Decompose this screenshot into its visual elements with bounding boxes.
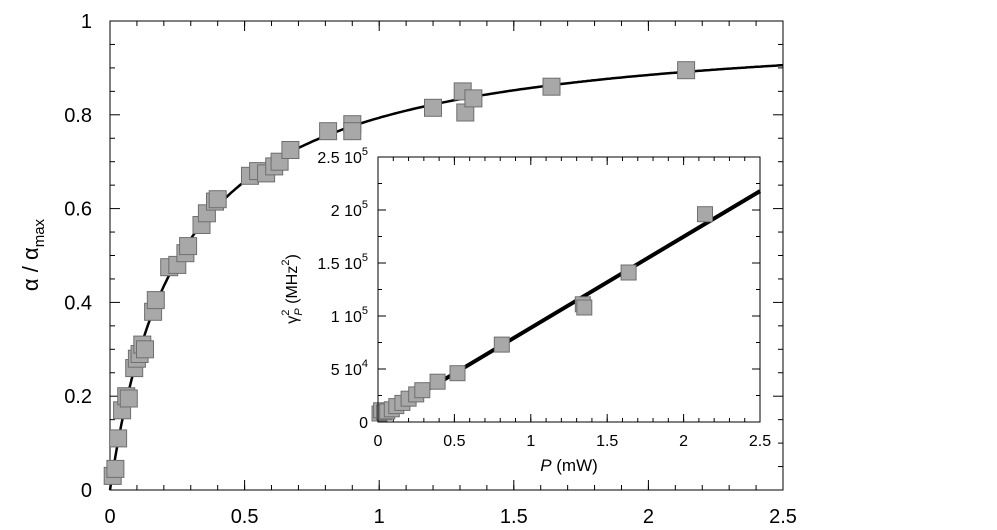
inset-data-point [414, 382, 431, 399]
inset-y-tick-exponent: 5 [362, 252, 368, 264]
main-data-point [109, 429, 128, 448]
inset-y-tick-label: 1 105 [331, 305, 368, 326]
inset-y-tick-exponent: 5 [362, 305, 368, 317]
inset-ticks [377, 156, 761, 423]
main-data-points [103, 61, 696, 485]
main-data-point [106, 459, 125, 478]
main-y-tick-label: 0.8 [64, 105, 92, 127]
inset-y-tick-mantissa: 2.5 10 [317, 150, 362, 167]
main-x-tick-label: 0 [104, 506, 115, 528]
inset-y-tick-exponent: 5 [362, 146, 368, 158]
inset-y-tick-label: 2 105 [331, 199, 368, 220]
inset-x-tick-label: 0 [374, 433, 383, 450]
main-y-axis-title: α / αmax [18, 218, 48, 291]
inset-data-point [576, 299, 593, 316]
main-data-point [319, 122, 338, 141]
main-data-point [146, 291, 165, 310]
main-data-point [136, 340, 154, 359]
main-x-tick-label: 0.5 [231, 506, 259, 528]
main-data-point [677, 61, 696, 80]
main-data-point [424, 98, 442, 117]
main-y-tick-label: 0 [81, 480, 92, 502]
main-data-point [208, 190, 227, 209]
inset-data-point [493, 336, 510, 353]
inset-x-tick-label: 2.5 [749, 433, 771, 450]
inset-x-tick-label: 2 [679, 433, 688, 450]
main-y-tick-label: 0.6 [64, 199, 92, 221]
inset-data-points [371, 206, 713, 422]
inset-x-axis-title-unit: (mW) [552, 456, 598, 475]
inset-y-tick-mantissa: 1 10 [331, 309, 362, 326]
inset-y-tick-exponent: 5 [362, 199, 368, 211]
inset-y-title-unit: (MHz [284, 266, 301, 309]
main-data-point [119, 389, 138, 408]
main-data-point [542, 77, 561, 96]
main-tick-labels: 0 0.5 1 1.5 2 2.5 0 0.2 0.4 0.6 0.8 1 [64, 11, 797, 528]
inset-y-tick-label: 5 104 [331, 358, 368, 379]
inset-y-title-sub: P [293, 308, 305, 316]
main-ticks [109, 20, 784, 491]
inset-y-tick-exponent: 4 [362, 358, 368, 370]
main-x-tick-label: 2.5 [769, 506, 797, 528]
main-y-tick-label: 1 [81, 11, 92, 33]
main-data-point [281, 141, 300, 159]
inset-y-axis-title: γ2P (MHz2) [280, 254, 305, 324]
inset-y-title-unit-sup: 2 [280, 260, 292, 266]
inset-x-axis-title-var: P [540, 456, 552, 475]
inset-plot-frame [377, 156, 761, 423]
inset-x-tick-label: 1.5 [596, 433, 618, 450]
main-y-axis-title-sub: max [31, 218, 48, 247]
inset-data-point [429, 373, 446, 390]
inset-y-title-base: γ [284, 316, 301, 324]
main-data-point [179, 237, 198, 256]
main-data-point [464, 89, 483, 108]
inset-x-axis-title: P (mW) [540, 456, 598, 475]
inset-y-title-sup: 2 [280, 310, 292, 316]
main-x-tick-label: 1.5 [500, 506, 528, 528]
inset-y-tick-label: 2.5 105 [317, 146, 368, 167]
main-x-tick-label: 1 [374, 506, 385, 528]
inset-data-point [697, 206, 713, 223]
inset-y-tick-label: 1.5 105 [317, 252, 368, 273]
inset-data-point [620, 264, 637, 281]
inset-y-tick-mantissa: 1.5 10 [317, 256, 362, 273]
inset-y-title-unit-end: ) [284, 254, 301, 259]
inset-y-tick-mantissa: 2 10 [331, 203, 362, 220]
main-data-point [343, 122, 362, 141]
inset-y-tick-label: 0 [359, 415, 368, 432]
main-y-tick-label: 0.2 [64, 386, 92, 408]
inset-y-tick-mantissa: 0 [359, 415, 368, 432]
inset-y-tick-mantissa: 5 10 [331, 362, 362, 379]
inset-x-tick-label: 1 [526, 433, 535, 450]
inset-data-point [449, 365, 466, 382]
main-y-tick-label: 0.4 [64, 292, 92, 314]
main-x-tick-label: 2 [643, 506, 654, 528]
main-y-axis-title-base: α / α [18, 247, 43, 291]
inset-x-tick-label: 0.5 [443, 433, 465, 450]
